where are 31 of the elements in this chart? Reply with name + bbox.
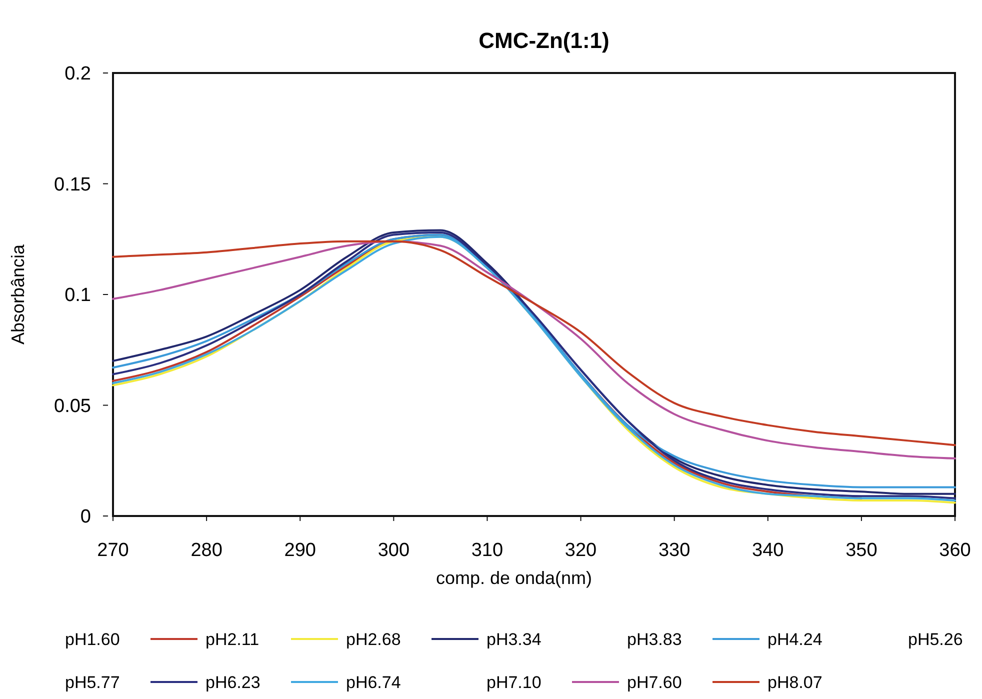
text: pH7.10: [486, 673, 542, 692]
x-tick-label: 330: [658, 540, 690, 561]
x-tick-label: 270: [97, 540, 129, 561]
x-tick-label: 290: [284, 540, 316, 561]
text: pH5.26: [908, 630, 963, 649]
x-tick-label: 360: [939, 540, 971, 561]
y-tick-label: 0.15: [54, 174, 91, 196]
legend-label: pH7.60: [627, 673, 682, 692]
legend-label: pH6.74: [346, 673, 401, 692]
chart-title: CMC-Zn(1:1): [478, 28, 610, 53]
x-axis-title: comp. de onda(nm): [436, 568, 592, 588]
legend-label: pH3.34: [486, 630, 542, 649]
y-tick-label: 0.1: [64, 285, 91, 306]
y-tick-label: 0.2: [64, 64, 91, 85]
y-axis-title: Absorbância: [8, 243, 28, 345]
legend-label: pH8.07: [768, 673, 822, 692]
x-tick-label: 300: [378, 540, 410, 561]
legend-label: pH4.24: [768, 630, 822, 649]
x-tick-label: 310: [471, 540, 504, 561]
x-tick-label: 320: [564, 540, 597, 561]
x-tick-label: 280: [190, 540, 222, 561]
x-tick-label: 340: [752, 540, 784, 561]
legend-label: pH2.68: [346, 630, 401, 649]
y-tick-label: 0: [80, 506, 91, 528]
legend-label: pH2.11: [206, 630, 260, 649]
legend-label: pH6.23: [206, 673, 260, 692]
text: pH3.83: [627, 630, 682, 649]
x-tick-label: 350: [846, 540, 878, 561]
text: pH1.60: [65, 630, 120, 649]
text: pH5.77: [65, 673, 120, 692]
y-tick-label: 0.05: [54, 396, 91, 417]
